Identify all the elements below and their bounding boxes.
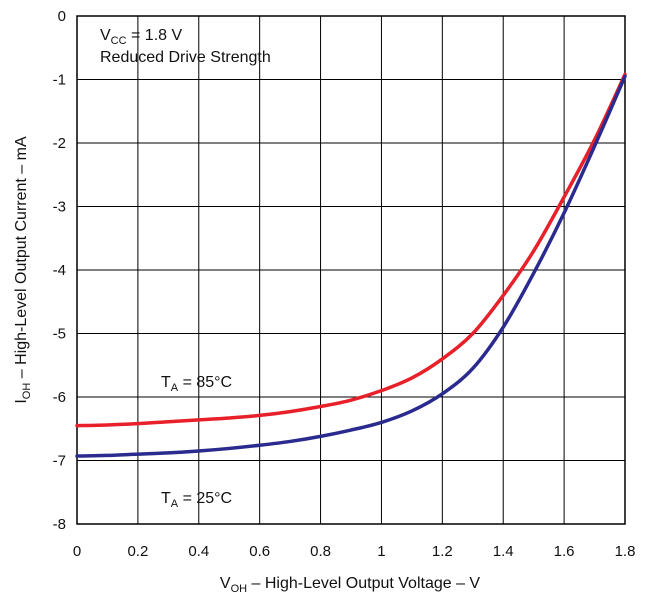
y-tick-label: -5 xyxy=(53,326,66,343)
y-tick-label: 0 xyxy=(58,8,66,25)
x-tick-label: 1.8 xyxy=(615,543,636,560)
y-tick-label: -2 xyxy=(53,135,66,152)
series-label-85c: TA = 85°C xyxy=(161,374,232,394)
x-tick-label: 1 xyxy=(377,543,385,560)
x-tick-label: 0.4 xyxy=(188,543,209,560)
y-tick-label: -8 xyxy=(53,516,66,533)
x-tick-label: 0.2 xyxy=(127,543,148,560)
series-line-0 xyxy=(75,72,627,428)
y-tick-label: -3 xyxy=(53,199,66,216)
y-tick-labels: 0 -1 -2 -3 -4 -5 -6 -7 -8 xyxy=(53,8,66,533)
y-tick-label: -4 xyxy=(53,262,66,279)
x-tick-label: 0.8 xyxy=(310,543,331,560)
grid xyxy=(76,15,626,525)
series-label-25c: TA = 25°C xyxy=(161,490,232,510)
series-lines xyxy=(75,72,627,458)
drive-strength-label: Reduced Drive Strength xyxy=(100,49,271,66)
x-tick-label: 1.2 xyxy=(432,543,453,560)
x-tick-labels: 0 0.2 0.4 0.6 0.8 1 1.2 1.4 1.6 1.8 xyxy=(73,543,636,560)
vcc-condition-label: VCC = 1.8 V xyxy=(100,27,182,47)
x-axis-title: VOH – High-Level Output Voltage – V xyxy=(220,575,481,595)
x-tick-label: 0 xyxy=(73,543,81,560)
y-tick-label: -1 xyxy=(53,72,66,89)
y-axis-title: IOH – High-Level Output Current – mA xyxy=(13,136,33,404)
plot-frame xyxy=(76,15,626,525)
y-tick-label: -7 xyxy=(53,453,66,470)
series-line-1 xyxy=(75,74,627,458)
x-tick-label: 1.4 xyxy=(493,543,514,560)
x-tick-label: 1.6 xyxy=(554,543,575,560)
x-tick-label: 0.6 xyxy=(249,543,270,560)
y-tick-label: -6 xyxy=(53,389,66,406)
